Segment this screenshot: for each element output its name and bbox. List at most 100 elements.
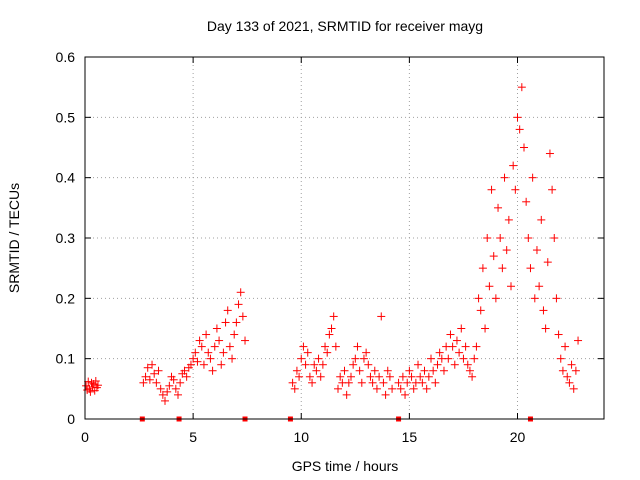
data-point — [502, 246, 511, 255]
data-point — [297, 354, 306, 363]
x-tick-label: 5 — [189, 429, 197, 445]
data-point — [565, 378, 574, 387]
data-point — [418, 378, 427, 387]
data-point — [554, 330, 563, 339]
data-point — [472, 342, 481, 351]
data-point — [427, 354, 435, 363]
data-point — [370, 366, 379, 375]
data-point — [465, 366, 474, 375]
data-point — [366, 372, 375, 381]
data-point — [563, 372, 572, 381]
data-point — [398, 372, 407, 381]
data-point — [435, 348, 444, 357]
data-point — [163, 387, 172, 396]
data-point — [161, 396, 170, 405]
data-point — [448, 342, 457, 351]
data-point — [526, 264, 535, 273]
data-point — [292, 366, 301, 375]
data-point — [457, 324, 466, 333]
data-point — [355, 366, 364, 375]
data-point — [545, 149, 554, 158]
data-point — [478, 264, 487, 273]
data-point — [84, 377, 93, 386]
x-tick-label: 15 — [402, 429, 418, 445]
data-point — [561, 342, 570, 351]
data-point — [491, 294, 500, 303]
data-point — [215, 336, 224, 345]
data-point — [519, 143, 528, 152]
data-point — [199, 360, 208, 369]
data-point — [532, 246, 541, 255]
y-axis-label: SRMTID / TECUs — [6, 183, 22, 293]
data-point — [344, 378, 353, 387]
y-tick-label: 0 — [67, 411, 75, 427]
data-point — [225, 342, 234, 351]
data-point — [219, 348, 228, 357]
data-point — [340, 366, 349, 375]
data-point — [543, 258, 552, 267]
data-point — [180, 366, 189, 375]
data-point — [305, 372, 314, 381]
data-point — [232, 318, 241, 327]
data-point — [236, 288, 245, 297]
data-point — [569, 384, 578, 393]
data-point — [316, 372, 325, 381]
data-point — [312, 366, 321, 375]
data-point — [83, 386, 92, 395]
data-point — [141, 372, 150, 381]
y-tick-label: 0.6 — [56, 49, 76, 65]
data-point — [463, 360, 472, 369]
data-point — [139, 378, 148, 387]
data-point — [377, 312, 386, 321]
data-point — [431, 378, 440, 387]
data-point — [336, 372, 345, 381]
data-point — [476, 306, 485, 315]
data-point — [567, 360, 576, 369]
data-point — [439, 366, 448, 375]
data-point — [517, 83, 526, 92]
data-point — [444, 354, 453, 363]
data-point — [455, 348, 464, 357]
data-point — [212, 324, 221, 333]
chart-title: Day 133 of 2021, SRMTID for receiver may… — [207, 18, 483, 34]
data-point — [148, 360, 157, 369]
data-point — [414, 360, 423, 369]
data-point — [535, 282, 544, 291]
data-point — [182, 372, 191, 381]
data-point — [375, 372, 384, 381]
data-point — [379, 378, 388, 387]
data-point — [522, 197, 531, 206]
data-point — [571, 366, 580, 375]
data-point — [154, 366, 163, 375]
data-point — [145, 375, 154, 384]
data-point — [176, 378, 185, 387]
data-point — [314, 354, 323, 363]
data-point — [171, 384, 180, 393]
data-point — [362, 348, 371, 357]
data-point — [91, 376, 100, 385]
data-point — [385, 372, 394, 381]
data-point — [202, 330, 211, 339]
data-point — [221, 318, 230, 327]
y-tick-label: 0.2 — [56, 290, 76, 306]
data-point — [556, 354, 565, 363]
data-point — [530, 294, 539, 303]
data-point — [409, 384, 418, 393]
data-point — [301, 360, 310, 369]
data-point — [504, 215, 513, 224]
data-point — [303, 348, 312, 357]
data-point — [383, 366, 392, 375]
data-point — [485, 282, 494, 291]
y-tick-label: 0.5 — [56, 109, 76, 125]
data-point — [494, 203, 503, 212]
data-point — [403, 378, 412, 387]
data-point — [323, 348, 332, 357]
data-point — [353, 342, 362, 351]
data-point — [381, 390, 390, 399]
data-point — [325, 330, 334, 339]
data-point — [310, 360, 319, 369]
data-point — [368, 378, 377, 387]
data-point — [204, 348, 213, 357]
data-point — [234, 300, 243, 309]
